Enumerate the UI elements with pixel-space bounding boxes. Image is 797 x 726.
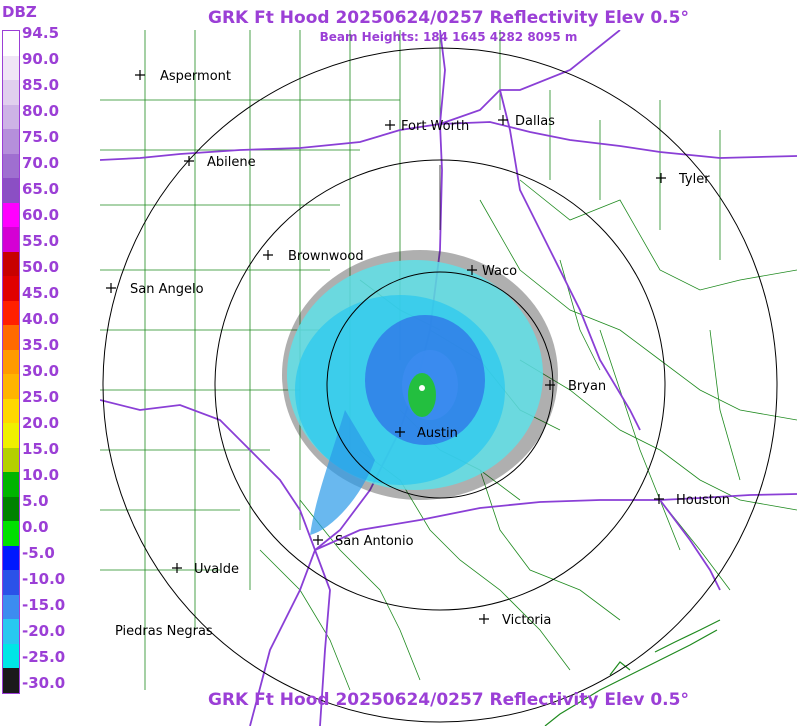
city-marker-icon	[172, 563, 182, 573]
legend-swatch	[3, 80, 19, 106]
legend-swatch	[3, 398, 19, 424]
city-marker-icon	[467, 265, 477, 275]
legend-swatch	[3, 447, 19, 473]
city-marker-icon	[184, 156, 194, 166]
color-scale-bar	[2, 30, 20, 694]
city-label: Abilene	[207, 155, 256, 170]
city-marker-icon	[106, 283, 116, 293]
legend-swatch	[3, 570, 19, 596]
legend-swatch	[3, 104, 19, 130]
legend-swatch	[3, 521, 19, 547]
legend-swatch	[3, 545, 19, 571]
legend-label: 5.0	[22, 492, 49, 510]
legend-label: 75.0	[22, 128, 60, 146]
legend-label: -30.0	[22, 674, 66, 692]
legend-swatch	[3, 300, 19, 326]
legend-label: 50.0	[22, 258, 60, 276]
city-marker-icon	[313, 535, 323, 545]
legend-swatch	[3, 594, 19, 620]
city-marker-icon	[135, 70, 145, 80]
city-marker-icon	[498, 115, 508, 125]
legend-swatch	[3, 153, 19, 179]
legend-label: 80.0	[22, 102, 60, 120]
city-label: Aspermont	[160, 69, 231, 84]
legend-label: -5.0	[22, 544, 55, 562]
legend-label: 45.0	[22, 284, 60, 302]
legend-swatch	[3, 227, 19, 253]
legend-swatch	[3, 423, 19, 449]
city-marker-icon	[479, 614, 489, 624]
legend-label: 90.0	[22, 50, 60, 68]
legend-label: 25.0	[22, 388, 60, 406]
legend-label: 40.0	[22, 310, 60, 328]
interstate-highways	[100, 30, 797, 726]
legend-label: 60.0	[22, 206, 60, 224]
legend-swatch	[3, 619, 19, 645]
city-label: Uvalde	[194, 562, 239, 577]
city-label: Waco	[482, 264, 517, 279]
legend-label: 70.0	[22, 154, 60, 172]
legend-swatch	[3, 374, 19, 400]
legend-swatch	[3, 325, 19, 351]
city-label: Piedras Negras	[115, 624, 213, 639]
legend-swatch	[3, 349, 19, 375]
city-marker-icon	[545, 380, 555, 390]
radar-map[interactable]: Aspermont Fort Worth Dallas Abilene Tyler Bro…	[100, 30, 797, 726]
legend-swatch	[3, 129, 19, 155]
legend-swatch	[3, 202, 19, 228]
legend-label: 0.0	[22, 518, 49, 536]
city-marker-icon	[385, 120, 395, 130]
city-label: Houston	[676, 493, 730, 508]
city-marker-icon	[656, 173, 666, 183]
radar-title: GRK Ft Hood 20250624/0257 Reflectivity E…	[208, 8, 689, 28]
legend-label: -15.0	[22, 596, 66, 614]
legend-label: 35.0	[22, 336, 60, 354]
legend-swatch	[3, 31, 19, 57]
legend-swatch	[3, 178, 19, 204]
city-marker-icon	[654, 494, 664, 504]
legend-swatch	[3, 251, 19, 277]
radar-title-footer: GRK Ft Hood 20250624/0257 Reflectivity E…	[208, 690, 689, 710]
city-label: Fort Worth	[401, 119, 469, 134]
gulf-coastline	[544, 619, 721, 726]
legend-swatch	[3, 668, 19, 694]
legend-label: 85.0	[22, 76, 60, 94]
city-label: Dallas	[515, 114, 555, 129]
legend-swatch	[3, 276, 19, 302]
legend-swatch	[3, 55, 19, 81]
legend-label: 65.0	[22, 180, 60, 198]
city-label: Victoria	[502, 613, 551, 628]
city-marker-icon	[263, 250, 273, 260]
city-label: San Angelo	[130, 282, 204, 297]
city-label: Austin	[417, 426, 458, 441]
legend-label: -25.0	[22, 648, 66, 666]
city-label: San Antonio	[335, 534, 414, 549]
legend-unit: DBZ	[2, 3, 37, 21]
legend-swatch	[3, 643, 19, 669]
city-markers: Aspermont Fort Worth Dallas Abilene Tyler Bro…	[106, 69, 730, 639]
map-svg: Aspermont Fort Worth Dallas Abilene Tyler Bro…	[100, 30, 797, 726]
city-label: Brownwood	[288, 249, 364, 264]
legend-label: 10.0	[22, 466, 60, 484]
legend-swatch	[3, 496, 19, 522]
legend-label: -10.0	[22, 570, 66, 588]
legend-label: 15.0	[22, 440, 60, 458]
legend-label: 94.5	[22, 24, 60, 42]
legend-label: -20.0	[22, 622, 66, 640]
city-marker-icon	[395, 427, 405, 437]
city-label: Bryan	[568, 379, 606, 394]
legend-swatch	[3, 472, 19, 498]
reflectivity-echo	[282, 250, 558, 535]
beam-heights: Beam Heights: 184 1645 4282 8095 m	[319, 30, 578, 44]
legend-label: 30.0	[22, 362, 60, 380]
legend-label: 20.0	[22, 414, 60, 432]
city-label: Tyler	[678, 172, 710, 187]
legend-label: 55.0	[22, 232, 60, 250]
